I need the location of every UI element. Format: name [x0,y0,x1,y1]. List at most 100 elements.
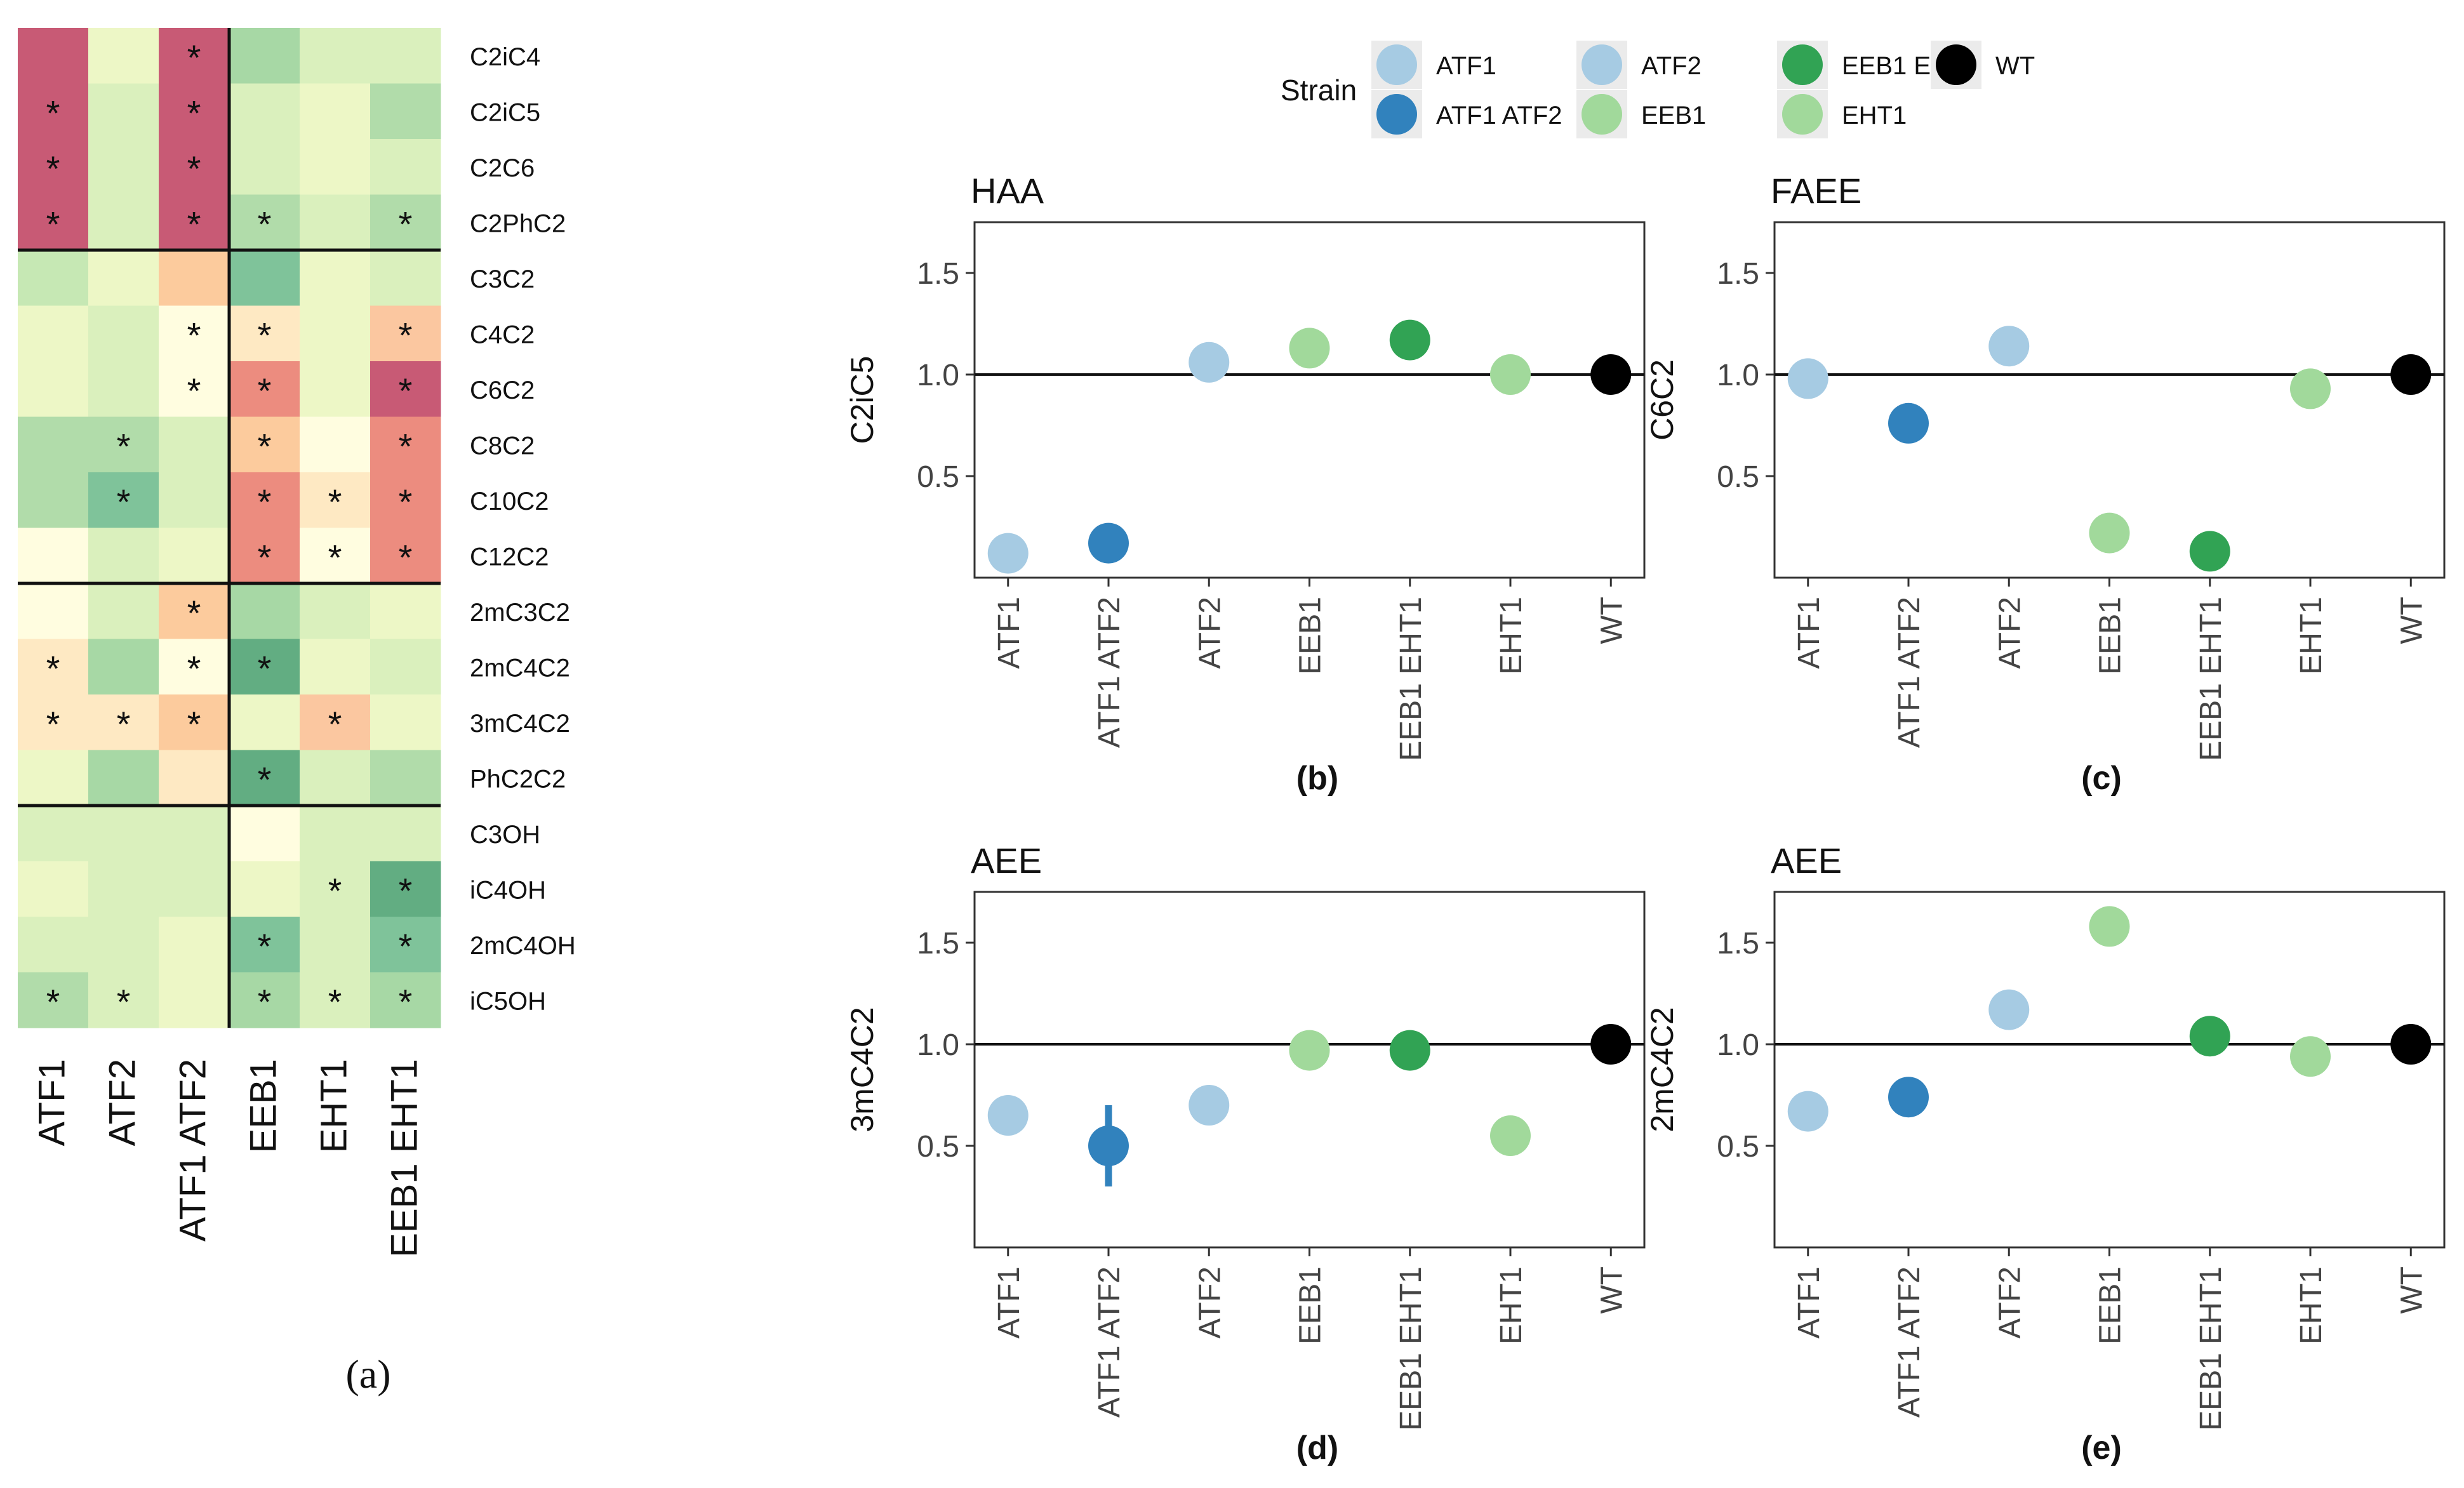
heatmap-cell [88,694,159,750]
dot-plot-panel: AEE 2mC4C2 0.5 1.0 1.5 ATF1 ATF1 ATF2 ATF2 EEB1 E… [1644,840,2446,1466]
y-tick-label: 1.5 [1717,257,1759,291]
data-point [2290,1036,2331,1077]
heatmap-cell [88,250,159,306]
x-tick-label: WT [2395,597,2428,644]
heatmap-cell [88,583,159,639]
data-point [2390,354,2432,395]
data-point [1787,358,1828,399]
data-point [1389,319,1430,361]
y-axis-title: 3mC4C2 [844,1007,880,1132]
heatmap-cell [88,83,159,140]
significance-star: * [46,648,60,688]
heatmap-cell [88,806,159,861]
heatmap-row-label: C4C2 [470,321,535,349]
legend-item-label: EHT1 [1842,102,1907,130]
heatmap-cell [159,472,230,528]
significance-star: * [328,981,342,1021]
data-point [1787,1091,1828,1132]
data-point [987,1095,1029,1136]
heatmap-cell [370,83,441,140]
heatmap-cell [300,250,371,306]
data-point [2189,531,2230,572]
heatmap-cell [18,250,89,306]
heatmap-column-label: EEB1 EHT1 [384,1059,425,1258]
significance-star: * [399,426,413,466]
significance-star: * [187,648,201,688]
heatmap-cell [159,416,230,473]
heatmap-row-label: C12C2 [470,543,549,571]
legend-marker [1936,44,1976,85]
legend-marker [1376,94,1417,135]
heatmap-cell [229,806,300,861]
significance-star: * [258,648,272,688]
heatmap-row-label: 2mC4OH [470,932,576,960]
heatmap-row-label: C6C2 [470,376,535,404]
y-tick-label: 1.0 [917,359,959,392]
x-tick-label: ATF1 ATF2 [1093,1266,1126,1418]
significance-star: * [187,149,201,189]
x-tick-label: ATF2 [1193,1266,1227,1339]
legend-item-label: ATF1 ATF2 [1436,102,1562,130]
y-tick-label: 1.5 [917,927,959,960]
significance-star: * [46,204,60,244]
legend-item-label: WT [1995,52,2035,80]
x-tick-label: ATF2 [1993,1266,2027,1339]
legend-marker [1582,44,1622,85]
significance-star: * [117,981,131,1021]
data-point [1888,1077,1929,1118]
x-tick-label: EEB1 EHT1 [1394,1266,1428,1431]
heatmap-cell [159,917,230,973]
legend-marker [1782,44,1823,85]
data-point [1189,342,1230,383]
heatmap-cell [229,250,300,306]
heatmap-cell [18,194,89,251]
heatmap-cell [88,639,159,695]
dot-plot-panel: HAA C2iC5 0.5 1.0 1.5 ATF1 ATF1 ATF2 ATF2 EEB1 EE… [844,171,1646,797]
heatmap-cell [370,917,441,973]
heatmap-cell [370,361,441,417]
heatmap-cell [370,583,441,639]
heatmap-cell [370,750,441,806]
heatmap-cell [300,416,371,473]
heatmap-cell [18,917,89,973]
x-tick-label: EEB1 EHT1 [1394,597,1428,761]
heatmap-cell [159,750,230,806]
heatmap-cell [88,472,159,528]
significance-star: * [258,315,272,355]
heatmap-cell [159,639,230,695]
significance-star: * [328,482,342,522]
heatmap-cell [370,28,441,84]
x-tick-label: EHT1 [2294,597,2328,675]
heatmap-cell [159,305,230,362]
significance-star: * [328,537,342,577]
x-tick-label: EEB1 [1294,597,1328,675]
significance-star: * [187,204,201,244]
heatmap-cell [300,917,371,973]
x-tick-label: WT [1595,597,1628,644]
x-tick-label: EEB1 [1294,1266,1328,1345]
legend-title: Strain [1281,74,1357,107]
data-point [1490,1115,1531,1156]
significance-star: * [258,537,272,577]
heatmap-cell [229,861,300,917]
heatmap-row-label: C3OH [470,821,540,849]
heatmap-cell [229,83,300,140]
legend-marker [1376,44,1417,85]
y-tick-label: 0.5 [917,460,959,494]
heatmap-column-label: ATF1 [32,1059,73,1146]
plot-title: HAA [971,171,1044,211]
heatmap-cell [88,305,159,362]
heatmap-cell [370,972,441,1028]
x-tick-label: EEB1 [2094,1266,2128,1345]
significance-star: * [117,704,131,744]
heatmap-cell [159,139,230,195]
heatmap-cell [370,139,441,195]
data-point [2089,906,2130,947]
heatmap-cell [88,416,159,473]
x-tick-label: ATF1 [992,1266,1026,1339]
heatmap-cell [18,806,89,861]
data-point [1189,1085,1230,1126]
panel-label: (b) [1296,760,1338,797]
data-point [987,533,1029,574]
heatmap-cell [229,305,300,362]
